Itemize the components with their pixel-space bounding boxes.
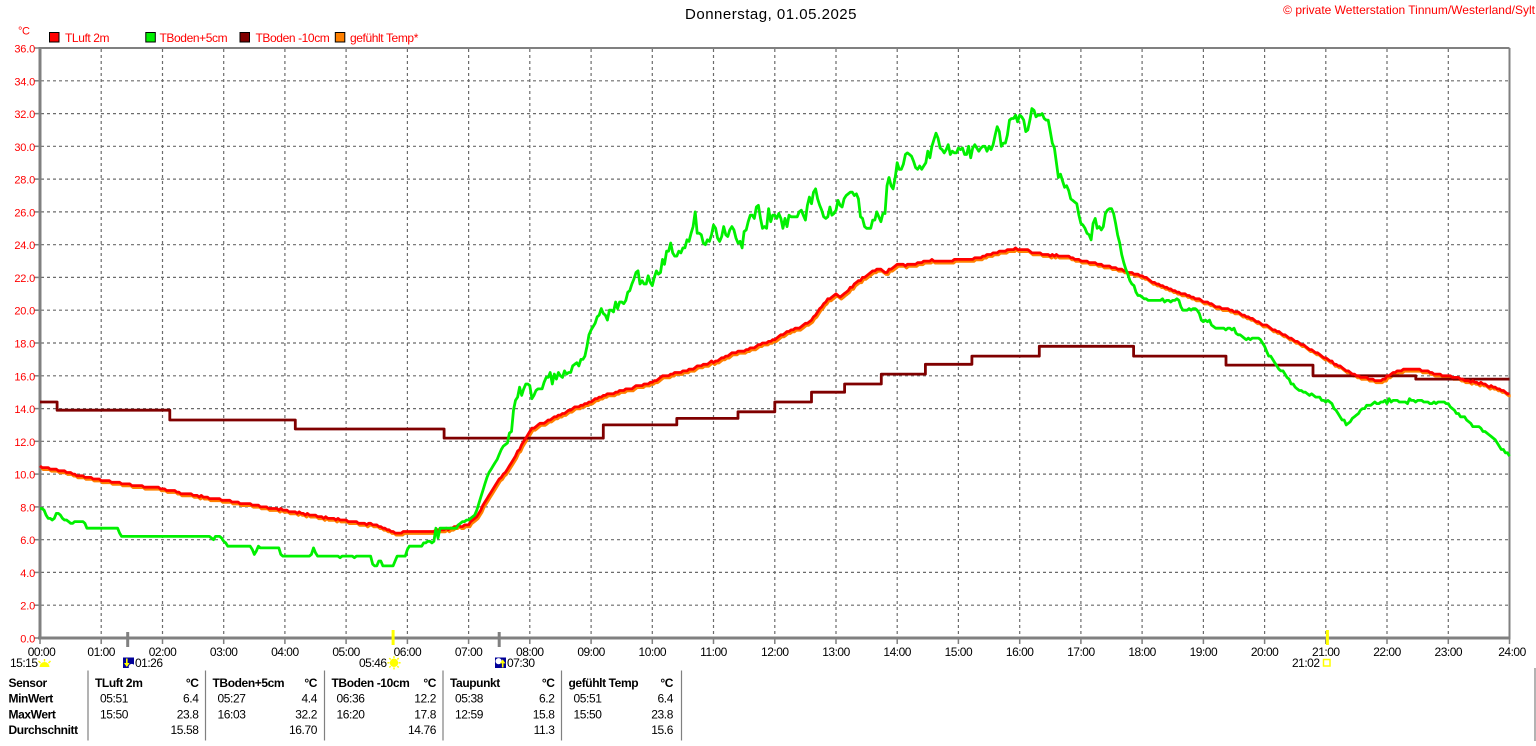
svg-text:15.6: 15.6: [651, 723, 673, 737]
svg-text:16:03: 16:03: [218, 708, 247, 722]
svg-text:23:00: 23:00: [1435, 645, 1463, 659]
svg-text:MaxWert: MaxWert: [9, 708, 56, 722]
svg-text:°C: °C: [18, 26, 30, 38]
svg-text:03:00: 03:00: [210, 645, 238, 659]
svg-text:23.8: 23.8: [177, 708, 199, 722]
svg-text:30.0: 30.0: [14, 142, 35, 154]
svg-text:06:36: 06:36: [337, 692, 366, 706]
svg-text:16.0: 16.0: [14, 371, 35, 383]
svg-text:12:00: 12:00: [761, 645, 789, 659]
svg-text:gefühlt Temp: gefühlt Temp: [569, 676, 639, 690]
svg-text:TBoden+5cm: TBoden+5cm: [213, 676, 285, 690]
svg-text:15:15: 15:15: [10, 656, 38, 670]
svg-text:MinWert: MinWert: [9, 692, 54, 706]
svg-text:21:02: 21:02: [1292, 656, 1320, 670]
svg-text:6.4: 6.4: [658, 692, 674, 706]
svg-text:16.70: 16.70: [289, 723, 318, 737]
svg-text:15:50: 15:50: [100, 708, 129, 722]
svg-text:36.0: 36.0: [14, 44, 35, 56]
svg-text:17:00: 17:00: [1067, 645, 1095, 659]
svg-text:28.0: 28.0: [14, 175, 35, 187]
svg-text:26.0: 26.0: [14, 207, 35, 219]
svg-text:16:20: 16:20: [337, 708, 366, 722]
svg-text:6.2: 6.2: [539, 692, 555, 706]
svg-text:08:00: 08:00: [516, 645, 544, 659]
svg-text:Durchschnitt: Durchschnitt: [9, 723, 79, 737]
svg-text:12.2: 12.2: [414, 692, 436, 706]
svg-text:07:30: 07:30: [507, 656, 535, 670]
svg-text:TLuft 2m: TLuft 2m: [95, 676, 142, 690]
svg-text:15:50: 15:50: [574, 708, 603, 722]
svg-text:14.76: 14.76: [408, 723, 437, 737]
svg-text:34.0: 34.0: [14, 76, 35, 88]
svg-text:22:00: 22:00: [1373, 645, 1401, 659]
svg-text:4.0: 4.0: [20, 568, 35, 580]
svg-text:6.4: 6.4: [183, 692, 199, 706]
svg-text:10.0: 10.0: [14, 470, 35, 482]
svg-text:4.4: 4.4: [302, 692, 318, 706]
svg-text:05:51: 05:51: [100, 692, 129, 706]
svg-text:06:00: 06:00: [394, 645, 422, 659]
svg-text:17.8: 17.8: [414, 708, 436, 722]
svg-text:°C: °C: [542, 676, 555, 690]
svg-text:15.8: 15.8: [533, 708, 555, 722]
svg-text:18:00: 18:00: [1128, 645, 1156, 659]
svg-text:°C: °C: [423, 676, 436, 690]
svg-text:10:00: 10:00: [639, 645, 667, 659]
svg-text:05:38: 05:38: [455, 692, 484, 706]
svg-text:8.0: 8.0: [20, 502, 35, 514]
svg-text:19:00: 19:00: [1190, 645, 1218, 659]
svg-text:07:00: 07:00: [455, 645, 483, 659]
svg-text:20.0: 20.0: [14, 306, 35, 318]
svg-text:16:00: 16:00: [1006, 645, 1034, 659]
svg-text:Sensor: Sensor: [9, 676, 48, 690]
svg-text:05:51: 05:51: [574, 692, 603, 706]
svg-text:24:00: 24:00: [1498, 645, 1526, 659]
svg-text:05:46: 05:46: [359, 656, 387, 670]
svg-text:Taupunkt: Taupunkt: [450, 676, 500, 690]
svg-text:09:00: 09:00: [577, 645, 605, 659]
svg-text:13:00: 13:00: [822, 645, 850, 659]
svg-text:20:00: 20:00: [1251, 645, 1279, 659]
svg-text:24.0: 24.0: [14, 240, 35, 252]
svg-text:22.0: 22.0: [14, 273, 35, 285]
svg-text:32.2: 32.2: [295, 708, 317, 722]
svg-text:04:00: 04:00: [271, 645, 299, 659]
svg-text:14.0: 14.0: [14, 404, 35, 416]
svg-text:11:00: 11:00: [700, 645, 727, 659]
svg-text:12.0: 12.0: [14, 437, 35, 449]
svg-text:°C: °C: [186, 676, 199, 690]
svg-text:11.3: 11.3: [534, 723, 556, 737]
svg-text:02:00: 02:00: [149, 645, 177, 659]
svg-text:01:26: 01:26: [135, 656, 163, 670]
svg-text:01:00: 01:00: [87, 645, 115, 659]
svg-text:12:59: 12:59: [455, 708, 484, 722]
svg-text:15:00: 15:00: [945, 645, 973, 659]
svg-text:TLuft 2m: TLuft 2m: [65, 31, 110, 45]
svg-text:0.0: 0.0: [20, 634, 35, 646]
svg-text:TBoden+5cm: TBoden+5cm: [160, 31, 228, 45]
svg-text:gefühlt Temp*: gefühlt Temp*: [350, 31, 419, 45]
svg-text:°C: °C: [304, 676, 317, 690]
svg-text:18.0: 18.0: [14, 339, 35, 351]
svg-text:TBoden -10cm: TBoden -10cm: [332, 676, 410, 690]
svg-text:Donnerstag, 01.05.2025: Donnerstag, 01.05.2025: [685, 6, 857, 23]
svg-text:6.0: 6.0: [20, 535, 35, 547]
svg-text:32.0: 32.0: [14, 109, 35, 121]
svg-text:TBoden -10cm: TBoden -10cm: [256, 31, 330, 45]
svg-text:05:00: 05:00: [332, 645, 360, 659]
svg-text:14:00: 14:00: [883, 645, 911, 659]
svg-text:© private Wetterstation Tinnum: © private Wetterstation Tinnum/Westerlan…: [1283, 3, 1536, 17]
svg-text:2.0: 2.0: [20, 601, 35, 613]
svg-text:15.58: 15.58: [170, 723, 199, 737]
svg-text:23.8: 23.8: [651, 708, 673, 722]
svg-text:°C: °C: [660, 676, 673, 690]
svg-text:00:00: 00:00: [28, 645, 56, 659]
svg-text:21:00: 21:00: [1312, 645, 1340, 659]
svg-text:05:27: 05:27: [218, 692, 247, 706]
